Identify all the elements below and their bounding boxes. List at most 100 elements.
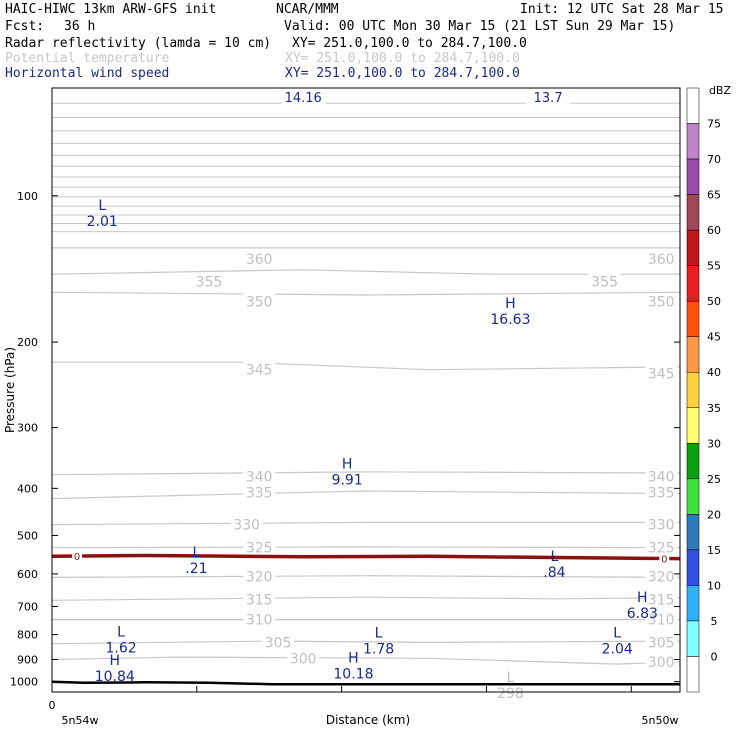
field-name-wind: Horizontal wind speed bbox=[5, 66, 170, 81]
colorbar-segment bbox=[686, 229, 700, 266]
wind-extremum-marker: H bbox=[110, 653, 121, 669]
theta-label-bg bbox=[645, 539, 678, 555]
theta-label-bg bbox=[243, 568, 276, 584]
zero-wind-label-bg bbox=[659, 552, 670, 565]
wind-extremum-value: 10.18 bbox=[333, 667, 373, 683]
colorbar-segment bbox=[686, 336, 700, 373]
wind-extremum-marker: L bbox=[193, 545, 201, 561]
colorbar-level-label: 0 bbox=[711, 650, 718, 663]
zero-wind-label: 0 bbox=[74, 552, 80, 563]
theta-contour bbox=[51, 291, 681, 296]
x-tick-label: 0 bbox=[49, 699, 56, 712]
field-name-reflectivity: Radar reflectivity (lamda = 10 cm) bbox=[5, 36, 272, 51]
colorbar-segment bbox=[686, 656, 700, 693]
theta-contour-label: 345 bbox=[648, 366, 675, 382]
theta-extremum-value: 298 bbox=[497, 686, 524, 702]
theta-label-bg bbox=[243, 539, 276, 555]
wind-extremum-marker: H bbox=[348, 651, 359, 667]
theta-contour-label: 315 bbox=[648, 593, 675, 609]
theta-contour bbox=[51, 575, 681, 578]
theta-contour-label: 325 bbox=[246, 541, 273, 557]
wind-extremum-marker: L bbox=[550, 549, 558, 565]
y-tick-label: 700 bbox=[17, 600, 38, 613]
field-xy-reflectivity: XY= 251.0,100.0 to 284.7,100.0 bbox=[292, 36, 527, 51]
theta-contour bbox=[51, 640, 681, 645]
theta-label-bg bbox=[645, 365, 678, 381]
colorbar-title: dBZ bbox=[709, 84, 732, 97]
wind-top-label: 13.7 bbox=[534, 91, 563, 106]
colorbar-segment bbox=[686, 514, 700, 551]
wind-extremum-value: 1.78 bbox=[363, 642, 394, 658]
theta-contour-label: 315 bbox=[246, 593, 273, 609]
theta-label-bg bbox=[645, 293, 678, 309]
colorbar-level-label: 70 bbox=[707, 153, 721, 166]
colorbar-level-label: 75 bbox=[707, 118, 721, 131]
theta-contour-label: 335 bbox=[648, 486, 675, 502]
colorbar-level-label: 15 bbox=[707, 544, 721, 557]
theta-label-bg bbox=[645, 251, 678, 267]
wind-top-label-bg bbox=[526, 90, 571, 104]
colorbar-segment bbox=[686, 585, 700, 622]
y-tick-label: 400 bbox=[17, 482, 38, 495]
theta-contour-label: 355 bbox=[196, 274, 223, 290]
theta-label-bg bbox=[193, 273, 225, 289]
theta-label-bg bbox=[243, 591, 276, 607]
org-title: NCAR/MMM bbox=[276, 2, 339, 17]
theta-contour-label: 320 bbox=[648, 570, 675, 586]
theta-label-bg bbox=[262, 634, 295, 650]
wind-extremum-marker: H bbox=[342, 457, 353, 473]
theta-contour-label: 300 bbox=[290, 651, 317, 667]
field-xy-theta: XY= 251.0,100.0 to 284.7,100.0 bbox=[285, 51, 520, 66]
theta-label-bg bbox=[243, 251, 276, 267]
theta-contour-label: 360 bbox=[246, 252, 273, 268]
theta-contour bbox=[51, 269, 680, 275]
theta-contour-label: 355 bbox=[591, 274, 618, 290]
colorbar-level-label: 10 bbox=[707, 579, 721, 592]
colorbar-level-label: 65 bbox=[707, 189, 721, 202]
y-axis-label: Pressure (hPa) bbox=[3, 347, 17, 433]
y-tick-label: 200 bbox=[17, 336, 38, 349]
wind-extremum-marker: H bbox=[505, 296, 516, 312]
colorbar-segment bbox=[686, 265, 700, 302]
colorbar-level-label: 35 bbox=[707, 402, 721, 415]
theta-contour-label: 330 bbox=[233, 518, 260, 534]
wind-extremum-value: 9.91 bbox=[332, 473, 363, 489]
theta-label-bg bbox=[645, 516, 678, 532]
theta-label-bg bbox=[588, 273, 621, 289]
colorbar-segment bbox=[686, 158, 700, 195]
theta-contour-label: 360 bbox=[648, 252, 675, 268]
theta-contour-label: 345 bbox=[246, 363, 273, 379]
theta-label-bg bbox=[243, 361, 276, 377]
theta-contour bbox=[51, 546, 681, 549]
y-tick-label: 600 bbox=[17, 568, 38, 581]
colorbar-level-label: 60 bbox=[707, 224, 721, 237]
plot-frame bbox=[51, 87, 681, 693]
colorbar-level-label: 30 bbox=[707, 437, 721, 450]
colorbar-level-label: 50 bbox=[707, 295, 721, 308]
valid-time: Valid: 00 UTC Mon 30 Mar 15 (21 LST Sun … bbox=[284, 19, 676, 34]
theta-contour-label: 305 bbox=[648, 635, 675, 651]
y-tick-label: 800 bbox=[17, 629, 38, 642]
field-xy-wind: XY= 251.0,100.0 to 284.7,100.0 bbox=[285, 66, 520, 81]
y-tick-label: 1000 bbox=[10, 676, 38, 689]
theta-contour-label: 310 bbox=[648, 613, 675, 629]
wind-extremum-value: 10.84 bbox=[95, 669, 135, 685]
colorbar-segment bbox=[686, 194, 700, 231]
wind-extremum-marker: L bbox=[613, 626, 621, 642]
theta-label-bg bbox=[230, 516, 263, 532]
zero-wind-label-bg bbox=[72, 550, 83, 563]
theta-contour bbox=[51, 490, 681, 500]
wind-extremum-value: 16.63 bbox=[490, 312, 530, 328]
colorbar-segment bbox=[686, 371, 700, 409]
wind-top-label: 14.16 bbox=[285, 91, 322, 106]
theta-label-bg bbox=[243, 293, 276, 309]
model-title: HAIC-HIWC 13km ARW-GFS init bbox=[5, 2, 217, 17]
x-right-location-label: 5n50w bbox=[642, 714, 679, 727]
colorbar-level-label: 25 bbox=[707, 473, 721, 486]
theta-extremum-marker: L bbox=[507, 670, 515, 686]
colorbar-level-label: 20 bbox=[707, 508, 721, 521]
theta-contour-label: 310 bbox=[246, 613, 273, 629]
colorbar-segment bbox=[686, 123, 700, 160]
theta-label-bg bbox=[645, 484, 678, 500]
colorbar-level-label: 40 bbox=[707, 366, 721, 379]
